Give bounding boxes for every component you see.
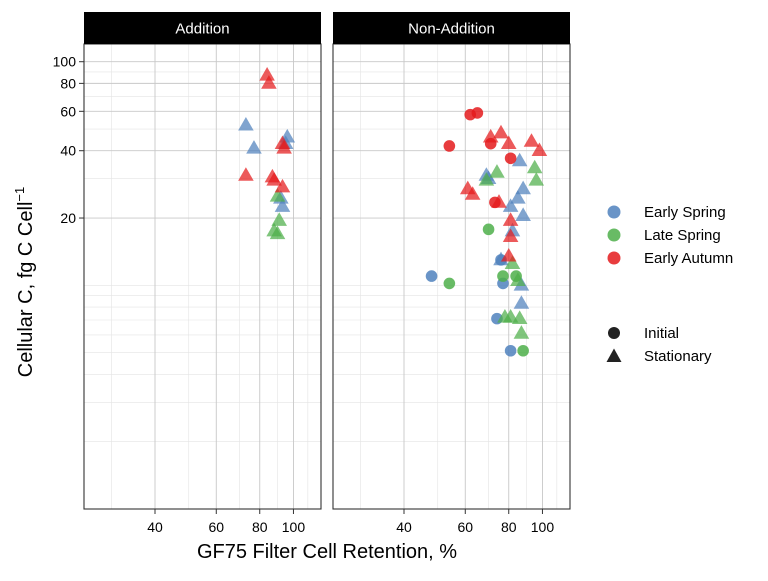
point-early-autumn-initial (504, 152, 517, 165)
panel-non-addition: Non-Addition (332, 12, 571, 510)
point-early-autumn-stationary (493, 124, 509, 139)
x-tick-label: 40 (147, 519, 163, 535)
point-early-autumn-stationary (502, 212, 519, 226)
point-early-spring-initial (425, 270, 438, 282)
point-early-autumn-stationary (531, 142, 548, 157)
x-tick-label: 40 (396, 519, 412, 535)
legend-key-early-autumn (607, 251, 621, 265)
legend-label-stationary: Stationary (644, 348, 712, 365)
point-late-spring-initial (517, 344, 529, 357)
point-early-autumn-stationary (500, 248, 517, 262)
point-early-autumn-stationary (266, 172, 282, 186)
facet-panels: Addition Non-Addition (83, 12, 571, 510)
point-late-spring-stationary (511, 310, 528, 324)
y-axis: 20 40 60 80 100 (53, 54, 84, 226)
legend-key-early-spring (607, 205, 621, 219)
y-tick-label: 60 (60, 103, 76, 119)
x-tick-label: 100 (282, 519, 306, 535)
point-early-autumn-stationary (261, 75, 277, 89)
season-legend: Early Spring Late Spring Early Autumn (607, 204, 733, 267)
point-late-spring-stationary (504, 255, 521, 270)
point-early-autumn-stationary (274, 178, 291, 193)
y-tick-label: 40 (60, 143, 76, 159)
y-axis-title-main: Cellular C, fg C Cell (15, 202, 37, 378)
point-early-autumn-stationary (276, 140, 292, 154)
point-late-spring-stationary (271, 212, 287, 226)
point-late-spring-stationary (510, 272, 526, 286)
facet-strip-label: Addition (175, 21, 229, 38)
point-late-spring-initial (443, 277, 456, 290)
point-late-spring-stationary (502, 309, 519, 323)
facet-strip (333, 12, 570, 44)
point-early-spring-stationary (511, 152, 528, 167)
legend-label-late-spring: Late Spring (644, 227, 721, 244)
grid-lines (333, 44, 570, 509)
legend-key-stationary (606, 348, 622, 362)
point-early-spring-stationary (246, 140, 262, 154)
x-axis: 40 60 80 100 40 60 80 100 (147, 509, 554, 535)
data-points (238, 67, 296, 240)
point-late-spring-stationary (478, 172, 495, 186)
x-axis-title: GF75 Filter Cell Retention, % (197, 541, 457, 563)
point-early-autumn-initial (443, 140, 456, 152)
x-tick-label: 100 (531, 519, 555, 535)
point-early-spring-stationary (515, 207, 531, 221)
point-early-spring-stationary (493, 251, 509, 266)
point-late-spring-stationary (489, 164, 505, 178)
point-late-spring-stationary (269, 188, 286, 202)
panel-background (333, 44, 570, 509)
point-late-spring-stationary (269, 225, 286, 240)
data-points (425, 107, 548, 357)
point-early-autumn-initial (471, 107, 484, 119)
point-early-spring-stationary (513, 295, 530, 309)
point-late-spring-stationary (513, 325, 530, 339)
point-early-autumn-stationary (238, 167, 254, 181)
point-late-spring-initial (497, 270, 509, 282)
x-tick-label: 80 (252, 519, 268, 535)
legend-label-initial: Initial (644, 325, 679, 342)
legend-label-early-spring: Early Spring (644, 204, 726, 221)
y-tick-label: 100 (53, 54, 77, 70)
point-late-spring-stationary (528, 172, 545, 186)
point-early-spring-initial (504, 344, 517, 357)
panel-background (84, 44, 321, 509)
x-tick-label: 60 (208, 519, 224, 535)
point-late-spring-stationary (526, 159, 543, 174)
point-early-spring-stationary (510, 190, 526, 204)
point-late-spring-initial (482, 223, 495, 236)
y-tick-label: 80 (60, 75, 76, 91)
legend-key-late-spring (607, 228, 621, 242)
legend: Early Spring Late Spring Early Autumn Initi… (606, 204, 733, 365)
point-early-spring-stationary (515, 180, 531, 195)
legend-key-initial (608, 327, 620, 339)
facet-strip (84, 12, 321, 44)
point-early-spring-stationary (238, 117, 254, 131)
y-axis-title: Cellular C, fg C Cell−1 (12, 187, 37, 377)
point-early-autumn-stationary (482, 128, 499, 143)
panel-addition: Addition (83, 12, 322, 510)
point-early-autumn-stationary (491, 194, 507, 208)
legend-label-early-autumn: Early Autumn (644, 250, 733, 267)
point-early-autumn-stationary (259, 67, 275, 81)
point-early-autumn-stationary (523, 133, 540, 147)
point-early-autumn-stationary (500, 135, 517, 150)
point-early-spring-stationary (274, 198, 291, 212)
phase-legend: Initial Stationary (606, 325, 712, 365)
x-tick-label: 60 (457, 519, 473, 535)
y-axis-title-superscript: −1 (12, 187, 27, 202)
facet-strip-label: Non-Addition (408, 21, 495, 38)
y-tick-label: 20 (60, 210, 76, 226)
x-tick-label: 80 (501, 519, 517, 535)
point-early-autumn-stationary (502, 228, 519, 243)
point-early-spring-stationary (502, 198, 519, 212)
point-early-autumn-stationary (464, 186, 481, 200)
